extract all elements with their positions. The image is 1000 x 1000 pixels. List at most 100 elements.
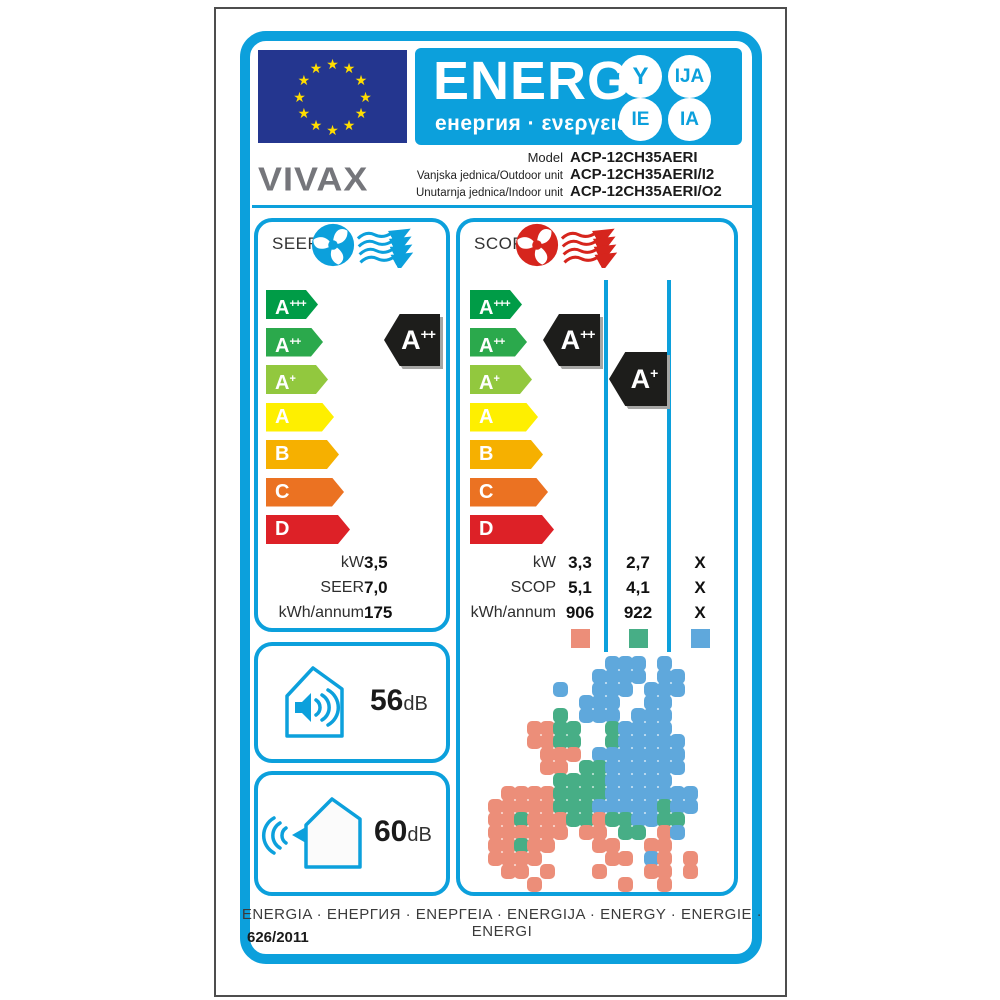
map-cell [553,708,568,723]
map-cell [579,812,594,827]
map-cell [553,825,568,840]
eu-star-icon: ★ [326,121,339,138]
map-cell [657,864,672,879]
energ-badge: IE [619,98,662,141]
map-cell [644,721,659,736]
class-arrow-d0: D [470,515,554,544]
value-row-label: kW [532,554,556,571]
map-cell [657,838,672,853]
map-cell [657,812,672,827]
map-cell [514,786,529,801]
map-cell [553,760,568,775]
map-cell [527,825,542,840]
energ-badge: IJA [668,55,711,98]
map-cell [670,812,685,827]
map-cell [605,838,620,853]
value-row-number: 3,5 [364,553,388,572]
map-cell [566,812,581,827]
eu-star-icon: ★ [297,72,311,88]
value-row-number: 175 [364,603,393,622]
eu-star-icon: ★ [359,88,372,105]
map-cell [683,864,698,879]
map-cell [618,682,633,697]
cool-airflow-icon [356,228,414,268]
map-cell [592,838,607,853]
map-cell [605,799,620,814]
value-row-number: 5,1 [568,578,592,597]
indoor-noise-box: 56dB [254,642,450,763]
cooling-fan-icon [311,223,355,267]
map-cell [592,825,607,840]
energy-languages-line: ENERGIA · ЕНЕРГИЯ · ΕΝΕΡΓΕΙΑ · ENERGIJA … [241,906,763,940]
map-cell [592,669,607,684]
model-row-label: Vanjska jednica/Outdoor unit [416,170,563,182]
map-cell [566,786,581,801]
map-cell [618,721,633,736]
model-row-label: Model [527,150,563,165]
model-row-value: ACP-12CH35AERI/O2 [570,183,722,200]
map-cell [540,864,555,879]
map-cell [631,825,646,840]
map-cell [670,682,685,697]
map-cell [618,851,633,866]
map-cell [644,851,659,866]
map-cell [501,864,516,879]
map-cell [605,708,620,723]
map-cell [501,851,516,866]
scop-rating-average-sup: ++ [580,326,595,342]
map-cell [501,799,516,814]
map-cell [631,721,646,736]
value-row-number: 922 [623,603,653,622]
scop-rating-colder-label: A [630,363,651,394]
map-cell [657,799,672,814]
map-cell [670,799,685,814]
map-cell [631,786,646,801]
map-cell [527,786,542,801]
value-row-number: 906 [565,603,595,622]
map-cell [618,773,633,788]
seer-values: kW 3,5 SEER 7,0 kWh/annum 175 [262,552,442,652]
map-cell [644,682,659,697]
map-cell [618,786,633,801]
map-cell [657,825,672,840]
map-cell [631,799,646,814]
map-cell [670,669,685,684]
map-cell [579,760,594,775]
map-cell [644,734,659,749]
map-cell [618,877,633,892]
value-row: kWh/annum 175 [262,602,442,624]
value-row-number: X [694,603,706,622]
map-cell [488,851,503,866]
map-cell [605,812,620,827]
eu-star-icon: ★ [354,72,368,88]
legend-swatch [570,629,590,648]
scop-rating-tag-colder: A + [609,352,667,406]
map-cell [527,851,542,866]
map-cell [592,812,607,827]
model-row: Vanjska jednica/Outdoor unit ACP-12CH35AE… [300,166,740,183]
value-row: SCOP 5,1 4,1 X [466,577,736,599]
map-cell [631,773,646,788]
map-cell [592,864,607,879]
value-row-number: X [694,578,706,597]
map-cell [605,786,620,801]
indoor-noise-number: 56 [370,684,404,717]
class-arrow-a3: A+++ [266,290,318,319]
map-cell [566,799,581,814]
eu-star-icon: ★ [354,105,368,121]
map-cell [657,682,672,697]
map-cell [527,721,542,736]
map-cell [644,747,659,762]
map-cell [553,682,568,697]
map-cell [540,747,555,762]
outdoor-noise-number: 60 [374,815,408,848]
map-cell [670,786,685,801]
value-row-label: SCOP [510,579,556,596]
value-row: kW 3,3 2,7 X [466,552,736,574]
indoor-noise-icon [285,666,344,738]
map-cell [540,721,555,736]
map-cell [540,812,555,827]
map-cell [644,864,659,879]
warm-airflow-icon [560,228,618,268]
climate-column-line-1 [604,280,608,652]
